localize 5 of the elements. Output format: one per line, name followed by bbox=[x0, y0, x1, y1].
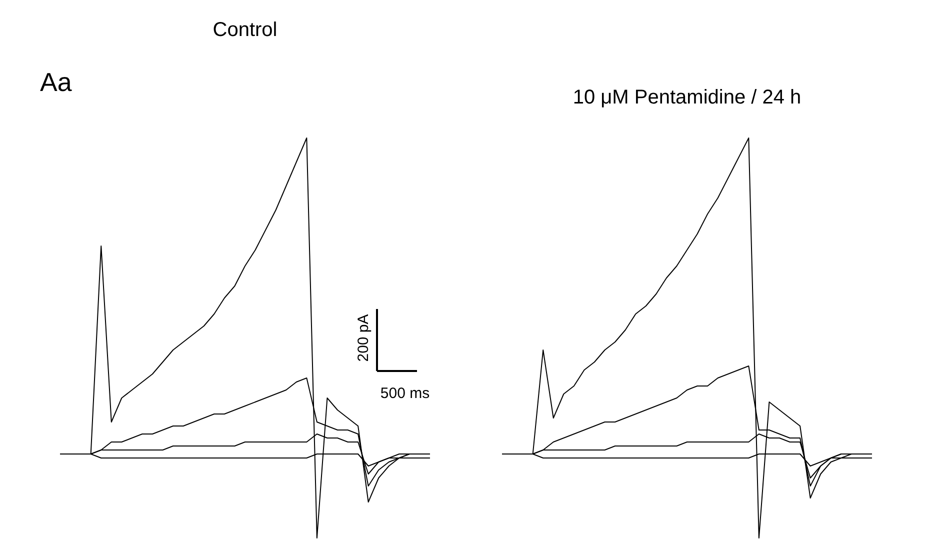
annotation: 500 ms bbox=[380, 385, 430, 402]
annotation: 200 pA bbox=[355, 314, 372, 362]
chart-title: Control bbox=[212, 19, 278, 41]
chart-title: 10 μM Pentamidine / 24 h bbox=[572, 86, 802, 108]
text: Aa bbox=[40, 67, 72, 97]
